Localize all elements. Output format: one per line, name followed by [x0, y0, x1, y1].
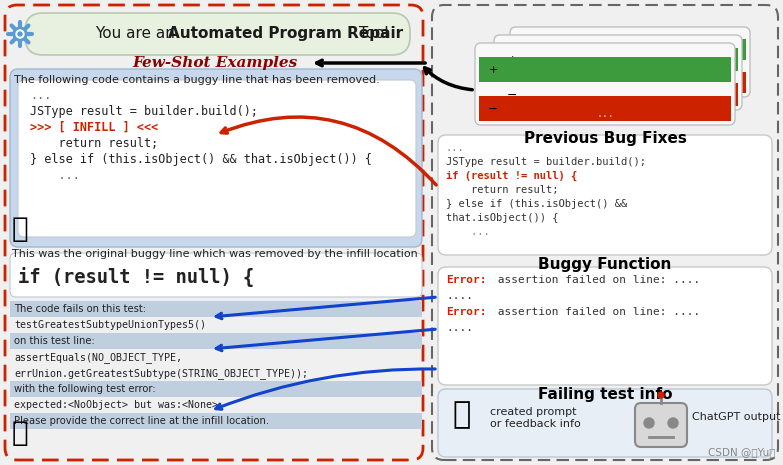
Text: ...: ... [609, 43, 627, 53]
Text: created prompt
or feedback info: created prompt or feedback info [490, 407, 581, 429]
Circle shape [16, 30, 24, 38]
Text: +: + [507, 55, 517, 65]
Text: errUnion.getGreatestSubtype(STRING_OBJECT_TYPE));: errUnion.getGreatestSubtype(STRING_OBJEC… [14, 368, 308, 379]
Text: } else if (this.isObject() &&: } else if (this.isObject() && [446, 199, 627, 209]
Text: Previous Bug Fixes: Previous Bug Fixes [524, 131, 687, 146]
Text: assertEquals(NO_OBJECT_TYPE,: assertEquals(NO_OBJECT_TYPE, [14, 352, 182, 363]
Text: that.isObject()) {: that.isObject()) { [446, 213, 558, 223]
Text: +: + [489, 65, 498, 75]
Text: on this test line:: on this test line: [14, 336, 95, 346]
Bar [498, 83, 738, 106]
Text: ...: ... [446, 143, 465, 153]
Text: This was the original buggy line which was removed by the infill location: This was the original buggy line which w… [12, 249, 418, 259]
Text: return result;: return result; [446, 185, 558, 195]
Text: assertion failed on line: ....: assertion failed on line: .... [491, 307, 700, 317]
Text: if (result != null) {: if (result != null) { [18, 267, 254, 287]
Bar [514, 72, 746, 93]
Text: The code fails on this test:: The code fails on this test: [14, 304, 146, 314]
Text: ...: ... [621, 35, 639, 45]
Circle shape [13, 27, 27, 41]
Text: 🙂: 🙂 [452, 400, 471, 429]
FancyBboxPatch shape [438, 135, 772, 255]
Text: CSDN @是Yu欣: CSDN @是Yu欣 [708, 447, 775, 457]
Bar [10, 301, 422, 317]
Circle shape [644, 418, 654, 428]
Bar [10, 413, 422, 429]
FancyBboxPatch shape [25, 13, 410, 55]
Text: −: − [488, 102, 498, 115]
Text: You are an: You are an [95, 27, 180, 41]
Text: ...: ... [446, 227, 489, 237]
Text: ...: ... [30, 169, 80, 182]
Text: >>> [ INFILL ] <<<: >>> [ INFILL ] <<< [30, 121, 158, 134]
Text: −: − [523, 77, 533, 89]
Circle shape [658, 392, 664, 398]
Text: +: + [523, 45, 532, 55]
Bar [10, 333, 422, 349]
Text: ...: ... [609, 94, 627, 104]
Text: JSType result = builder.build();: JSType result = builder.build(); [446, 157, 646, 167]
FancyBboxPatch shape [635, 403, 687, 447]
Text: The following code contains a buggy line that has been removed.: The following code contains a buggy line… [14, 75, 380, 85]
Text: Error:: Error: [446, 307, 486, 317]
Text: ...: ... [596, 51, 614, 61]
Text: testGreatestSubtypeUnionTypes5(): testGreatestSubtypeUnionTypes5() [14, 320, 206, 330]
Text: 🙂: 🙂 [12, 215, 29, 243]
Text: Tool: Tool [354, 27, 388, 41]
Bar [479, 96, 731, 121]
FancyBboxPatch shape [475, 43, 735, 125]
Bar [514, 39, 746, 60]
FancyBboxPatch shape [494, 35, 742, 110]
Text: ....: .... [446, 291, 473, 301]
Circle shape [668, 418, 678, 428]
Text: if (result != null) {: if (result != null) { [446, 171, 577, 181]
Text: ....: .... [446, 323, 473, 333]
Bar [498, 48, 738, 71]
Text: Buggy Function: Buggy Function [539, 257, 672, 272]
Bar [10, 381, 422, 397]
Text: with the following test error:: with the following test error: [14, 384, 156, 394]
FancyBboxPatch shape [438, 267, 772, 385]
Circle shape [18, 32, 22, 36]
Bar [479, 57, 731, 82]
Text: ...: ... [596, 109, 614, 119]
Text: 🙂: 🙂 [12, 419, 29, 447]
Text: Please provide the correct line at the infill location.: Please provide the correct line at the i… [14, 416, 269, 426]
Text: Few-Shot Examples: Few-Shot Examples [132, 56, 298, 70]
Text: JSType result = builder.build();: JSType result = builder.build(); [30, 105, 258, 118]
Text: Automated Program Repair: Automated Program Repair [168, 27, 403, 41]
Text: ChatGPT output: ChatGPT output [692, 412, 781, 422]
FancyBboxPatch shape [438, 389, 772, 457]
FancyBboxPatch shape [18, 80, 416, 237]
Text: ...: ... [621, 81, 639, 91]
Text: return result;: return result; [30, 137, 158, 150]
FancyBboxPatch shape [10, 253, 422, 297]
FancyBboxPatch shape [510, 27, 750, 97]
Text: −: − [507, 88, 518, 101]
Text: expected:<NoObject> but was:<None>: expected:<NoObject> but was:<None> [14, 400, 218, 410]
Text: assertion failed on line: ....: assertion failed on line: .... [491, 275, 700, 285]
Text: Error:: Error: [446, 275, 486, 285]
Text: Failing test info: Failing test info [538, 387, 673, 402]
FancyBboxPatch shape [10, 69, 422, 247]
Text: ...: ... [30, 89, 52, 102]
Text: } else if (this.isObject() && that.isObject()) {: } else if (this.isObject() && that.isObj… [30, 153, 372, 166]
